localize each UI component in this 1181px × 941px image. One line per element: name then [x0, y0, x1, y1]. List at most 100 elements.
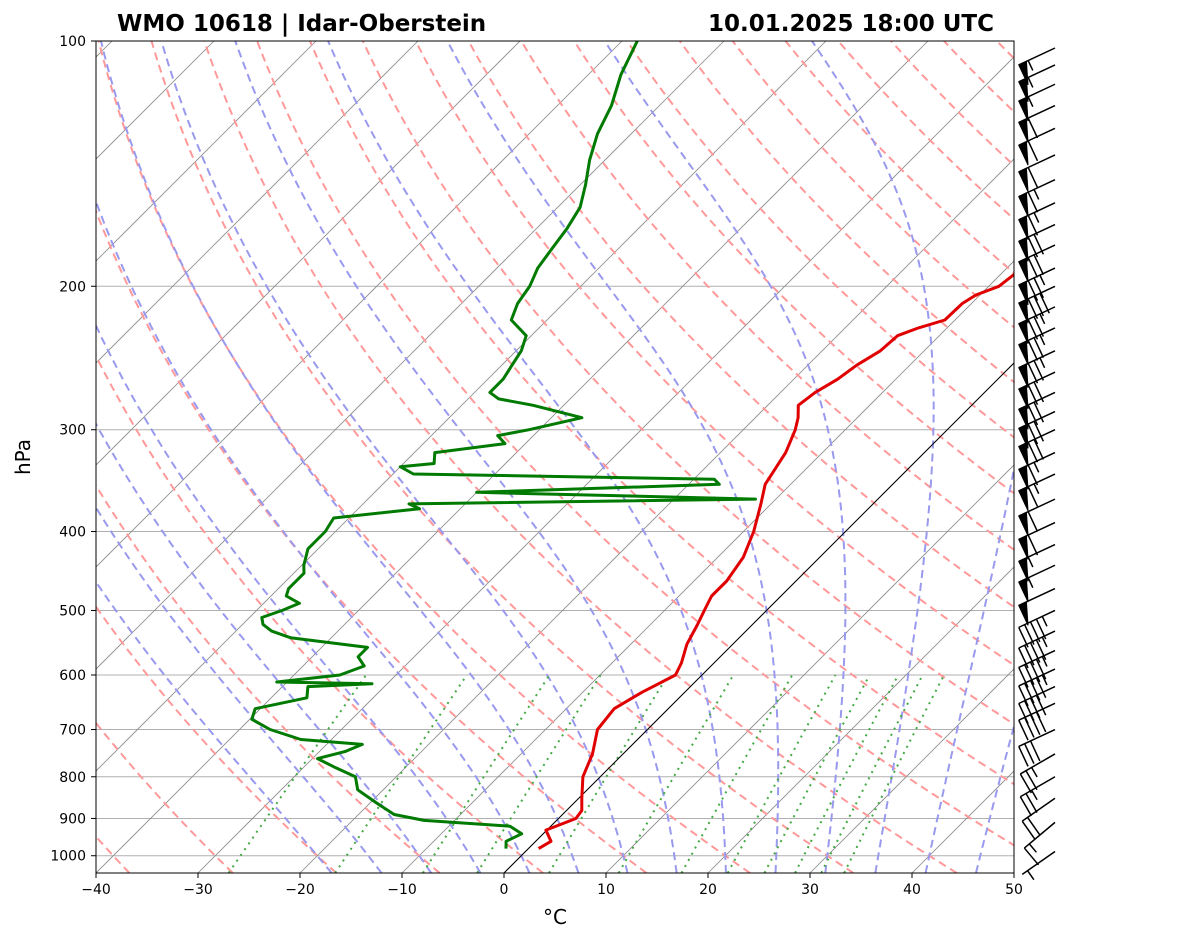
wind-barb: [1018, 83, 1056, 122]
dewpoint-profile: [250, 41, 757, 849]
y-tick-label: 800: [59, 770, 86, 786]
isotherm-line: [96, 41, 827, 772]
dry-adiabat: [1103, 41, 1181, 873]
wind-barb: [1018, 728, 1056, 767]
wind-barb: [1018, 702, 1056, 741]
mixing-ratio-line: [843, 674, 945, 873]
moist-adiabat: [96, 421, 432, 873]
pressure-gridlines: [96, 41, 1014, 857]
wind-barb: [1018, 473, 1056, 512]
x-tick-label: 20: [699, 882, 717, 898]
moist-adiabat: [160, 41, 629, 873]
isotherm-line: [707, 566, 1014, 873]
wind-barb: [1018, 587, 1056, 626]
moist-adiabat: [100, 41, 580, 873]
dry-adiabat: [309, 41, 1014, 786]
isotherm-line: [96, 41, 521, 466]
wind-barb: [1018, 668, 1056, 707]
isotherm-line: [0, 41, 10, 873]
x-tick-label: −20: [285, 882, 315, 898]
x-tick-label: 50: [1005, 882, 1023, 898]
wind-barb: [1018, 391, 1056, 430]
moist-adiabat: [96, 580, 333, 873]
dry-adiabat: [150, 41, 854, 873]
dry-adiabat: [97, 41, 751, 873]
wind-barb: [1018, 244, 1056, 283]
plot-area: [96, 41, 1014, 873]
dry-adiabat: [256, 41, 1014, 847]
dry-adiabat: [1155, 41, 1181, 873]
chart-datetime: 10.01.2025 18:00 UTC: [708, 11, 994, 37]
mixing-ratio-line: [794, 674, 900, 873]
chart-title: WMO 10618 | Idar-Oberstein: [117, 11, 486, 37]
isotherm-line: [401, 260, 1014, 873]
mixing-ratio-line: [820, 674, 924, 873]
dry-adiabat: [573, 41, 1014, 495]
isotherm-line: [299, 158, 1014, 873]
mixing-ratio-line: [227, 674, 367, 873]
wind-barb: [1021, 850, 1056, 881]
x-axis-label: °C: [543, 905, 567, 929]
dry-adiabat: [96, 605, 337, 873]
dry-adiabat: [203, 41, 958, 873]
wind-barbs: [1018, 47, 1056, 881]
wind-barb: [1018, 202, 1056, 240]
moist-adiabat: [327, 41, 727, 873]
moist-adiabat: [603, 41, 847, 873]
dry-adiabat: [520, 41, 1014, 551]
wind-barb: [1021, 797, 1056, 840]
wind-barb: [1018, 609, 1056, 648]
isotherm-line: [1013, 872, 1014, 873]
y-tick-label: 1000: [50, 849, 86, 865]
wind-barb: [1018, 564, 1056, 603]
y-tick-label: 200: [59, 279, 86, 295]
moist-adiabat: [234, 41, 678, 873]
moist-adiabat-lines: [96, 41, 1014, 873]
dry-adiabat: [96, 208, 648, 873]
wind-barb: [1018, 306, 1056, 344]
x-tick-label: −30: [183, 882, 213, 898]
dry-adiabat: [414, 41, 1014, 667]
wind-barb: [1019, 776, 1056, 817]
wind-barb: [1018, 154, 1056, 193]
temperature-profile: [537, 272, 1014, 850]
y-axis: 1000 900 800 700 600 500 400 300 200 100: [50, 34, 96, 865]
x-tick-label: −10: [387, 882, 417, 898]
sounding-profiles: [250, 41, 1014, 850]
x-tick-label: 0: [500, 882, 509, 898]
mixing-ratio-line: [680, 674, 794, 873]
isotherm-line: [96, 41, 929, 873]
plot-frame: [95, 40, 1015, 874]
x-axis: −40 −30 −20 −10 0 10 20 30 40 50: [81, 873, 1023, 898]
wind-barb: [1018, 267, 1056, 306]
mixing-ratio-line: [617, 674, 735, 873]
dry-adiabat: [96, 353, 544, 873]
zero-isotherm: [503, 362, 1014, 873]
isotherm-line: [605, 464, 1014, 873]
moist-adiabat: [924, 464, 1014, 873]
dry-adiabat: [467, 41, 1014, 609]
moist-adiabat: [96, 198, 531, 873]
y-axis-label: hPa: [11, 439, 35, 475]
isotherm-line: [96, 41, 419, 364]
x-tick-label: −40: [81, 882, 111, 898]
dry-adiabat: [96, 483, 441, 873]
wind-barb: [1018, 47, 1056, 86]
y-tick-label: 400: [59, 525, 86, 541]
wind-barb: [1019, 753, 1056, 794]
moist-adiabat: [446, 41, 780, 873]
dry-adiabat: [1050, 41, 1181, 873]
moist-adiabat: [96, 505, 383, 873]
mixing-ratio-line: [548, 674, 669, 873]
wind-barb: [1018, 521, 1056, 560]
wind-barb: [1018, 104, 1056, 143]
wind-barb: [1018, 429, 1056, 467]
y-tick-label: 900: [59, 811, 86, 827]
isotherm-line: [96, 41, 623, 568]
mixing-ratio-line: [763, 674, 871, 873]
dry-adiabat: [361, 41, 1014, 726]
wind-barb: [1018, 649, 1056, 688]
x-tick-label: 30: [801, 882, 819, 898]
dry-adiabat-lines: [96, 41, 1181, 873]
